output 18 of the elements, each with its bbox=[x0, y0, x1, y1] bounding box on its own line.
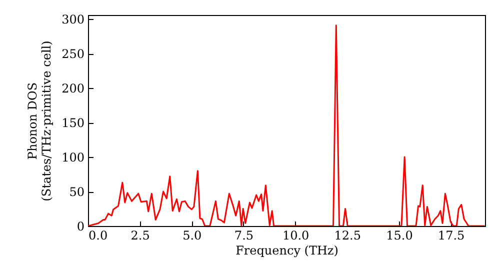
x-axis-title: Frequency (THz) bbox=[236, 244, 338, 258]
y-tick-label: 150 bbox=[62, 116, 84, 130]
x-tick-label: 2.5 bbox=[130, 228, 150, 242]
y-tick-label: 50 bbox=[69, 185, 84, 200]
y-tick-label: 300 bbox=[62, 12, 84, 27]
y-axis-title: Phonon DOS (States/THz·primitive cell) bbox=[26, 40, 54, 202]
x-tick-label: 17.5 bbox=[438, 228, 465, 242]
x-tick-label: 7.5 bbox=[234, 228, 254, 242]
x-tick-label: 15.0 bbox=[386, 228, 413, 242]
x-tick-label: 12.5 bbox=[334, 228, 361, 242]
y-tick-label: 100 bbox=[62, 150, 84, 165]
y-tick-label: 0 bbox=[76, 220, 84, 234]
x-tick-label: 10.0 bbox=[282, 228, 310, 242]
x-tick-label: 5.0 bbox=[182, 228, 202, 242]
line-series bbox=[88, 24, 485, 226]
x-tick-label: 0.0 bbox=[88, 228, 108, 242]
y-tick-label: 250 bbox=[62, 47, 84, 62]
y-tick-label: 200 bbox=[62, 82, 84, 96]
